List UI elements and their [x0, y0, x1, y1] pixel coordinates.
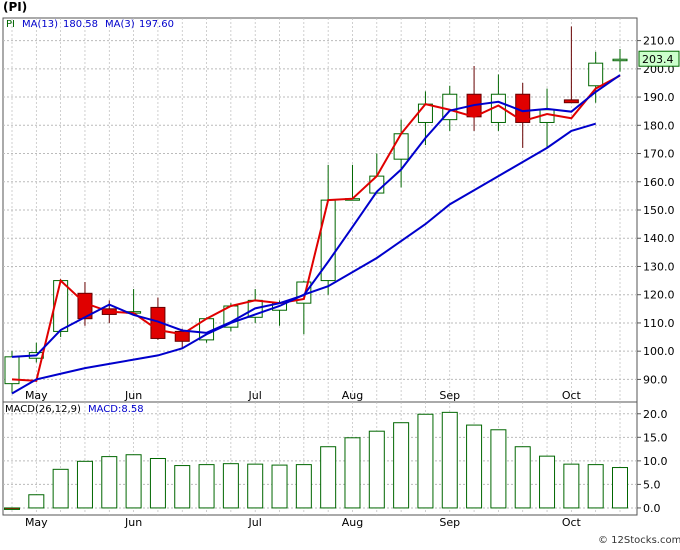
price-y-tick-label: 210.0: [643, 35, 675, 48]
macd-y-tick-label: 15.0: [643, 431, 668, 444]
macd-bar: [271, 464, 288, 509]
price-y-tick-label: 90.0: [643, 373, 668, 386]
price-y-tick-label: 190.0: [643, 91, 675, 104]
legend-ma13-label: MA(13): [22, 19, 58, 30]
macd-bar: [417, 413, 434, 509]
macd-y-tick-label: 10.0: [643, 455, 668, 468]
macd-y-tick-label: 0.0: [643, 502, 661, 515]
macd-y-axis: 0.0 5.0 10.0 15.0 20.0: [637, 408, 668, 515]
macd-bar: [295, 464, 312, 509]
macd-bar: [222, 463, 239, 509]
price-y-tick-label: 130.0: [643, 260, 675, 273]
legend-ma3-value: 197.60: [139, 19, 174, 30]
candle-down: [563, 99, 579, 104]
ticker-label: (PI): [3, 0, 27, 14]
price-y-tick-label: 110.0: [643, 317, 675, 330]
macd-bar: [344, 437, 361, 509]
macd-bars: [4, 411, 628, 510]
price-y-tick-label: 150.0: [643, 204, 675, 217]
last-price-tag-text: 203.4: [642, 53, 674, 66]
macd-bar: [368, 430, 385, 509]
macd-bar: [490, 429, 507, 509]
macd-bar: [539, 455, 556, 509]
legend-ma3-label: MA(3): [105, 19, 135, 30]
macd-bar: [101, 456, 118, 509]
macd-bar: [247, 463, 264, 509]
moving-average-lines: [11, 74, 621, 395]
macd-bar: [466, 424, 483, 509]
price-x-month-label: Jul: [248, 389, 262, 402]
macd-y-tick-label: 5.0: [643, 478, 661, 491]
macd-bar: [76, 460, 93, 509]
macd-bar: [612, 467, 628, 509]
macd-bar: [514, 446, 531, 509]
legend-ma13-value: 180.58: [63, 19, 98, 30]
macd-y-tick-label: 20.0: [643, 408, 668, 421]
candle-up: [612, 58, 628, 62]
macd-bar: [4, 507, 20, 510]
macd-legend-value: MACD:8.58: [88, 404, 144, 415]
macd-bar: [149, 458, 166, 509]
macd-x-axis: May Jun Jul Aug Sep Oct: [25, 516, 582, 529]
price-y-tick-label: 140.0: [643, 232, 675, 245]
price-x-month-label: Jun: [124, 389, 142, 402]
macd-bar: [441, 411, 458, 509]
macd-x-month-label: Oct: [562, 516, 582, 529]
macd-x-month-label: Aug: [342, 516, 363, 529]
last-price-tag: 203.4: [638, 50, 680, 67]
watermark: © 12Stocks.com: [598, 535, 680, 546]
ma3-line: [11, 74, 621, 382]
price-x-month-label: Aug: [342, 389, 363, 402]
macd-bar: [28, 494, 45, 509]
candle-up: [417, 103, 433, 123]
macd-x-month-label: May: [25, 516, 48, 529]
legend-symbol: PI: [6, 19, 15, 30]
macd-bar: [174, 465, 191, 509]
macd-bar: [52, 468, 69, 509]
macd-bar: [563, 463, 580, 509]
macd-bar: [125, 454, 142, 509]
candle-up: [393, 133, 409, 160]
price-y-axis: 90.0 100.0 110.0 120.0 130.0 140.0 150.0 160.0 1…: [637, 35, 675, 386]
macd-bar: [393, 422, 410, 509]
price-legend: PI MA(13) 180.58 MA(3) 197.60: [6, 19, 174, 30]
last-price-tag-bg: [638, 50, 680, 67]
macd-bar: [320, 446, 337, 509]
ma3-trend-line: [11, 74, 621, 358]
macd-x-month-label: Sep: [439, 516, 460, 529]
price-x-month-label: Oct: [562, 389, 582, 402]
candle-up: [588, 62, 604, 87]
macd-legend: MACD(26,12,9) MACD:8.58: [5, 404, 144, 415]
price-y-tick-label: 100.0: [643, 345, 675, 358]
macd-legend-label: MACD(26,12,9): [5, 404, 81, 415]
price-x-axis: May Jun Jul Aug Sep Oct: [25, 389, 582, 402]
macd-x-month-label: Jun: [124, 516, 142, 529]
price-x-month-label: May: [25, 389, 48, 402]
macd-x-month-label: Jul: [248, 516, 262, 529]
price-y-tick-label: 180.0: [643, 119, 675, 132]
macd-bar: [587, 464, 604, 509]
price-y-tick-label: 160.0: [643, 176, 675, 189]
price-x-month-label: Sep: [439, 389, 460, 402]
macd-bar: [198, 464, 215, 509]
candle-up: [53, 280, 69, 332]
price-grid: [3, 18, 637, 402]
price-y-tick-label: 170.0: [643, 148, 675, 161]
price-y-tick-label: 120.0: [643, 289, 675, 302]
